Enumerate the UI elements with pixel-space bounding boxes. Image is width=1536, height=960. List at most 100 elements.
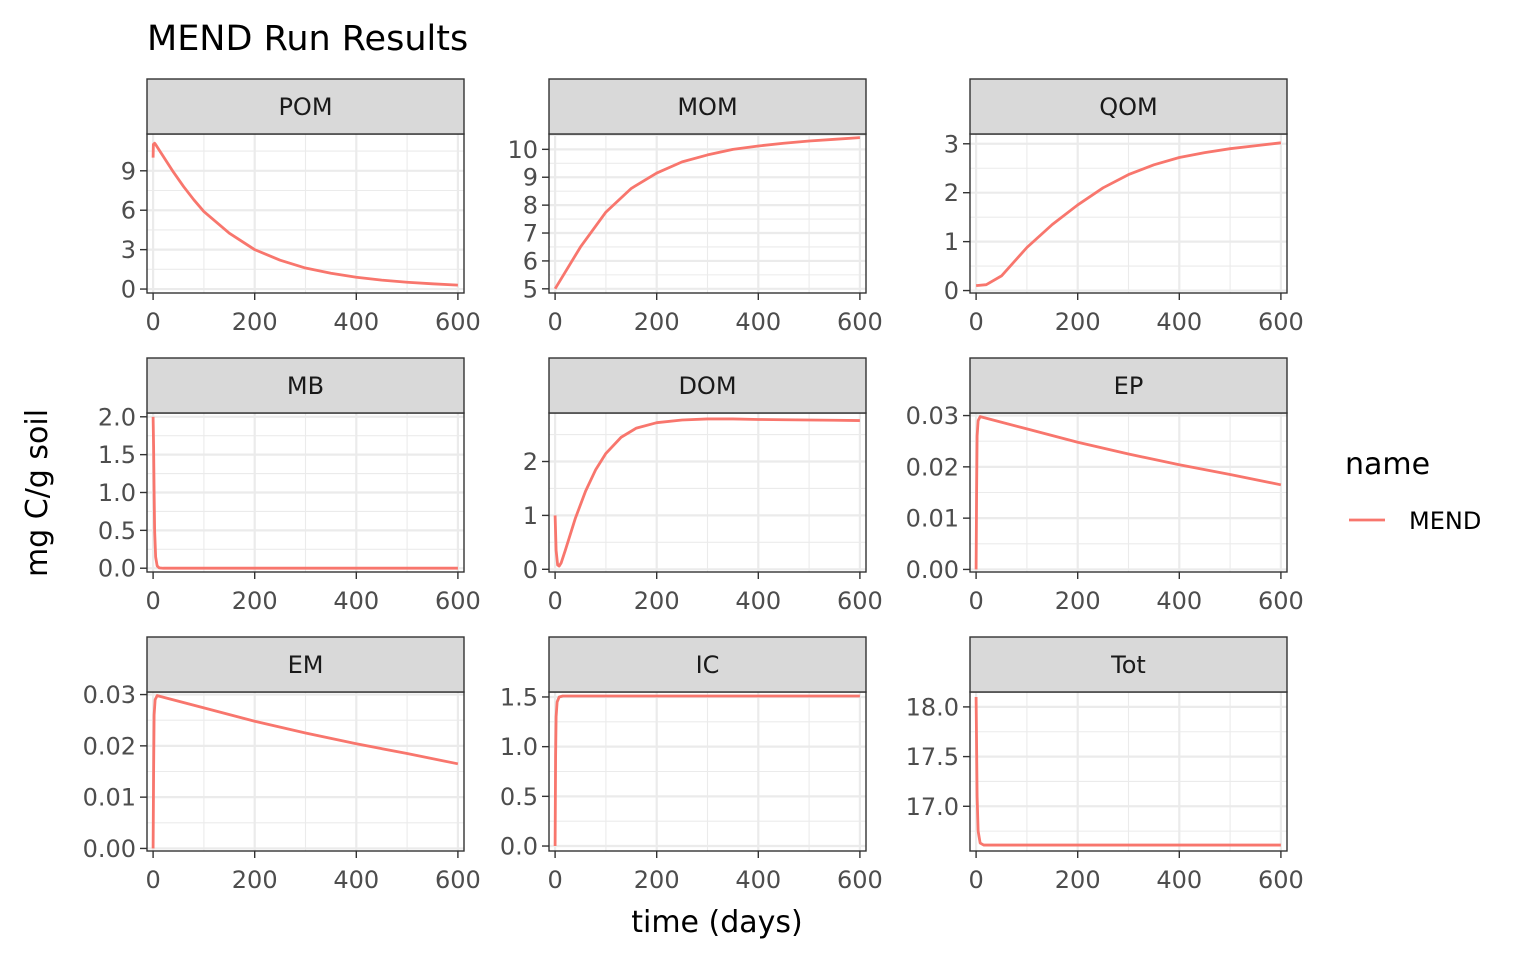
x-tick-label: 400: [735, 308, 781, 336]
strip-background: [146, 636, 465, 693]
series-line-mend: [975, 141, 1282, 288]
legend: name MEND: [1345, 447, 1481, 535]
series-line-mend: [974, 696, 1281, 847]
y-tick-label: 0.0: [500, 833, 538, 861]
x-tick-label: 0: [968, 308, 983, 336]
y-tick-label: 8: [523, 192, 538, 220]
y-tick-label: 1.0: [500, 733, 538, 761]
strip-background: [969, 357, 1288, 414]
y-tick-label: 0.0: [98, 555, 136, 583]
y-tick-label: 0.5: [98, 517, 136, 545]
y-axis-title: mg C/g soil: [20, 409, 55, 577]
x-tick-label: 200: [634, 866, 680, 894]
x-tick-label: 400: [1156, 587, 1202, 615]
facet-ep: EP 0 200 400 600 0.00 0.01 0.02 0.03: [906, 357, 1304, 615]
x-tick-label: 0: [968, 587, 983, 615]
x-tick-label: 200: [1055, 308, 1101, 336]
strip-label-mom: MOM: [677, 93, 737, 121]
x-tick-label: 0: [547, 308, 562, 336]
x-tick-label: 0: [968, 866, 983, 894]
facet-tot: Tot 0 200 400 600 17.0 17.5 18.0: [906, 636, 1304, 894]
strip-label-pom: POM: [278, 93, 332, 121]
x-tick-label: 200: [1055, 866, 1101, 894]
facet-qom: QOM 0 200 400 600 0 1 2 3: [944, 78, 1304, 336]
y-tick-label: 18.0: [906, 693, 959, 721]
x-tick-label: 600: [837, 587, 883, 615]
strip-background: [969, 636, 1288, 693]
x-tick-label: 600: [837, 866, 883, 894]
x-tick-label: 200: [1055, 587, 1101, 615]
x-axis-title: time (days): [631, 905, 803, 940]
y-tick-label: 17.5: [906, 743, 959, 771]
y-tick-label: 0.01: [906, 505, 959, 533]
y-tick-label: 0.02: [906, 453, 959, 481]
x-tick-label: 0: [145, 308, 160, 336]
x-tick-label: 0: [145, 587, 160, 615]
y-tick-label: 2: [944, 179, 959, 207]
y-tick-label: 0.03: [83, 681, 136, 709]
x-tick-label: 200: [232, 866, 278, 894]
y-tick-label: 2.0: [98, 403, 136, 431]
y-tick-label: 9: [523, 164, 538, 192]
y-tick-label: 0.01: [83, 784, 136, 812]
x-tick-label: 0: [145, 866, 160, 894]
x-tick-label: 400: [735, 866, 781, 894]
facet-em: EM 0 200 400 600 0.00 0.01 0.02 0.03: [83, 636, 481, 894]
x-tick-label: 200: [634, 308, 680, 336]
y-tick-label: 1: [944, 228, 959, 256]
facet-dom: DOM 0 200 400 600 0 1 2: [523, 357, 883, 615]
series-line-mend: [553, 417, 860, 568]
x-tick-label: 200: [634, 587, 680, 615]
y-tick-label: 0.03: [906, 402, 959, 430]
x-tick-label: 400: [333, 587, 379, 615]
x-tick-label: 400: [1156, 308, 1202, 336]
y-tick-label: 1.5: [98, 441, 136, 469]
series-line-mend: [553, 136, 860, 290]
strip-label-dom: DOM: [678, 372, 736, 400]
x-tick-label: 600: [435, 866, 481, 894]
y-tick-label: 6: [523, 247, 538, 275]
strip-label-mb: MB: [287, 372, 324, 400]
strip-label-tot: Tot: [1110, 651, 1146, 679]
x-tick-label: 200: [232, 308, 278, 336]
y-tick-label: 2: [523, 448, 538, 476]
y-tick-label: 9: [121, 157, 136, 185]
y-tick-label: 0.00: [906, 556, 959, 584]
facet-ic: IC 0 200 400 600 0.0 0.5 1.0 1.5: [500, 636, 883, 894]
legend-title: name: [1345, 447, 1430, 482]
y-tick-label: 5: [523, 275, 538, 303]
y-tick-label: 0.00: [83, 835, 136, 863]
y-tick-label: 0: [523, 556, 538, 584]
series-line-mend: [553, 694, 860, 847]
x-tick-label: 400: [333, 866, 379, 894]
y-tick-label: 10: [507, 136, 538, 164]
x-tick-label: 600: [837, 308, 883, 336]
series-line-mend: [151, 694, 459, 849]
strip-background: [548, 78, 867, 135]
legend-label-mend: MEND: [1409, 507, 1481, 535]
x-tick-label: 400: [333, 308, 379, 336]
strip-label-em: EM: [288, 651, 324, 679]
y-tick-label: 1: [523, 502, 538, 530]
strip-background: [969, 78, 1288, 135]
strip-background: [548, 357, 867, 414]
x-tick-label: 0: [547, 866, 562, 894]
facet-pom: POM 0 200 400 600 0 3 6 9: [121, 78, 481, 336]
x-tick-label: 400: [1156, 866, 1202, 894]
x-tick-label: 600: [435, 308, 481, 336]
y-tick-label: 1.5: [500, 683, 538, 711]
y-tick-label: 7: [523, 220, 538, 248]
strip-background: [146, 357, 465, 414]
y-tick-label: 3: [121, 236, 136, 264]
y-tick-label: 3: [944, 130, 959, 158]
x-tick-label: 600: [435, 587, 481, 615]
x-tick-label: 400: [735, 587, 781, 615]
y-tick-label: 0.02: [83, 732, 136, 760]
x-tick-label: 0: [547, 587, 562, 615]
x-tick-label: 600: [1258, 587, 1304, 615]
strip-background: [548, 636, 867, 693]
y-tick-label: 17.0: [906, 793, 959, 821]
y-tick-label: 0.5: [500, 783, 538, 811]
